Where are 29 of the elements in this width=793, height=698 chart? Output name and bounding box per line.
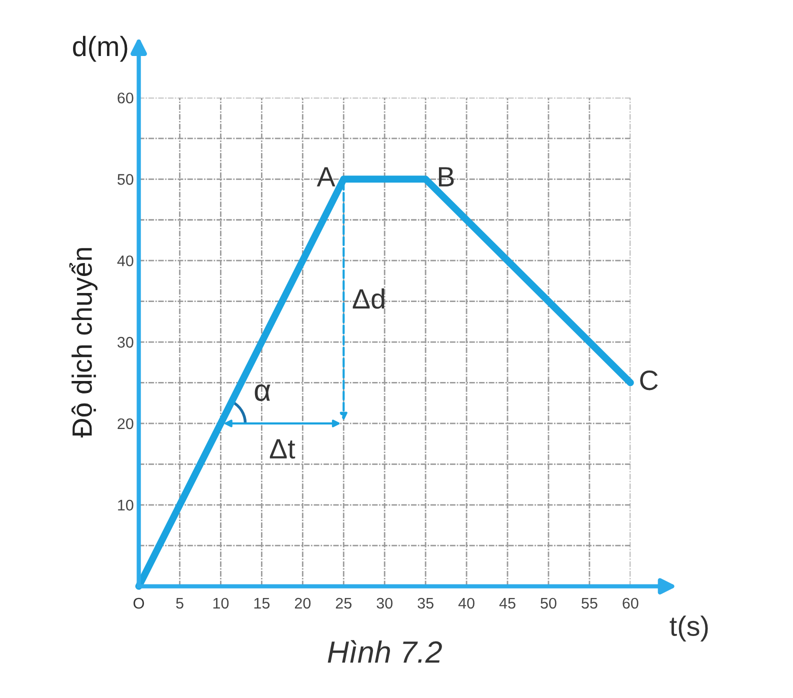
annotation: C — [640, 370, 658, 390]
annotation: Δt — [270, 439, 296, 459]
x-tick-label: 20 — [294, 598, 311, 609]
text: Hình 7.2 — [328, 640, 442, 663]
y-tick-label: 60 — [118, 92, 134, 104]
x-tick-label: O — [134, 598, 144, 609]
x-tick-label: 45 — [499, 598, 516, 609]
x-axis-title: t(s) — [670, 616, 708, 642]
x-tick-label: 55 — [582, 598, 598, 609]
x-tick-label: 10 — [213, 598, 229, 609]
x-tick-label: 30 — [376, 598, 393, 609]
y-tick-label: 50 — [118, 174, 134, 185]
x-tick-label: 40 — [458, 598, 474, 609]
annotation: α — [254, 384, 270, 402]
annotation: Δd — [352, 288, 384, 309]
text: d(m) — [73, 36, 128, 62]
y-tick-label: 10 — [118, 500, 134, 511]
x-tick-label: 5 — [176, 598, 184, 609]
x-tick-label: 50 — [540, 598, 556, 609]
y-axis-title: Độ dịch chuyển — [69, 248, 98, 438]
y-tick-label: 20 — [118, 418, 134, 430]
x-tick-label: 25 — [336, 598, 352, 609]
annotation: B — [438, 167, 454, 186]
x-tick-label: 15 — [254, 598, 270, 609]
y-tick-label: 30 — [118, 336, 134, 348]
annotation: A — [316, 167, 336, 186]
x-tick-label: 35 — [418, 598, 434, 609]
x-tick-label: 60 — [622, 598, 638, 609]
y-tick-label: 40 — [117, 255, 134, 266]
